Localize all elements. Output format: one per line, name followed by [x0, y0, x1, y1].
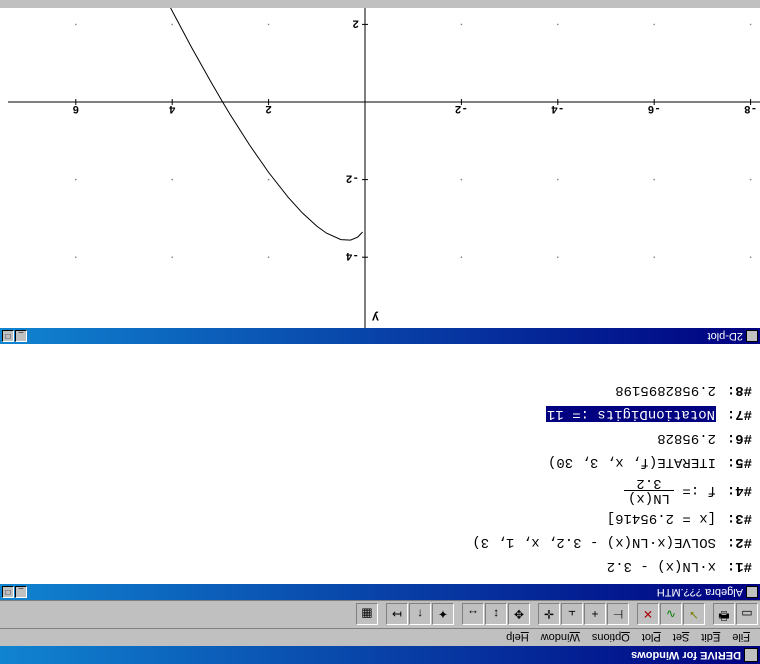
- algebra-window: Algebra ???.MTH _ □ #1:x·LN(x) - 3.2#2:S…: [0, 344, 760, 600]
- algebra-title: Algebra ???.MTH: [657, 586, 743, 598]
- plot-window: 2D-plot _ □ -8-6-4-22462468-2-4y: [0, 8, 760, 344]
- tb-zoomin-v-icon[interactable]: ↑: [409, 604, 431, 626]
- algebra-max-button[interactable]: □: [2, 586, 14, 598]
- algebra-row[interactable]: #3:[x = 2.95416]: [8, 506, 752, 530]
- tb-vpan-icon[interactable]: ↕: [485, 604, 507, 626]
- tb-wave-icon[interactable]: ∿: [660, 604, 682, 626]
- app-icon: [744, 648, 758, 662]
- plot-icon: [746, 330, 758, 342]
- svg-text:-2: -2: [346, 172, 359, 184]
- tb-xaxis-icon[interactable]: ⫠: [561, 604, 583, 626]
- tb-zoom-h-icon[interactable]: ↦: [386, 604, 408, 626]
- tb-delwave-icon[interactable]: ✕: [637, 604, 659, 626]
- svg-text:2: 2: [352, 16, 359, 28]
- menu-options[interactable]: Options: [586, 632, 636, 644]
- plot-titlebar: 2D-plot _ □: [0, 328, 760, 344]
- menu-window[interactable]: Window: [535, 632, 586, 644]
- tb-pan-icon[interactable]: ✥: [508, 604, 530, 626]
- tb-hpan-icon[interactable]: ↔: [462, 604, 484, 626]
- tb-grid-icon[interactable]: ▦: [356, 604, 378, 626]
- svg-text:y: y: [372, 310, 379, 324]
- algebra-min-button[interactable]: _: [15, 586, 27, 598]
- menu-plot[interactable]: Plot: [636, 632, 667, 644]
- tb-zoomout-icon[interactable]: ✦: [432, 604, 454, 626]
- menu-edit[interactable]: Edit: [695, 632, 726, 644]
- menu-help[interactable]: Help: [500, 632, 535, 644]
- plot-max-button[interactable]: □: [2, 330, 14, 342]
- tb-center-icon[interactable]: +: [584, 604, 606, 626]
- algebra-row[interactable]: #4:f := LN(x)3.2: [8, 474, 752, 506]
- tb-cursor-icon[interactable]: ⭨: [683, 604, 705, 626]
- plot-area[interactable]: -8-6-4-22462468-2-4y: [0, 8, 760, 328]
- plot-min-button[interactable]: _: [15, 330, 27, 342]
- toolbar: ▭ 🖶 ⭨ ∿ ✕ ⊢ + ⫠ ✛ ✥ ↕ ↔ ✦ ↑ ↦ ▦: [0, 600, 760, 628]
- app-title: DERIVE for Windows: [631, 649, 741, 661]
- tb-both-icon[interactable]: ✛: [538, 604, 560, 626]
- algebra-row[interactable]: #8:2.9582895198: [8, 378, 752, 402]
- menu-set[interactable]: Set: [667, 632, 696, 644]
- menubar: File Edit Set Plot Options Window Help: [0, 628, 760, 646]
- algebra-row[interactable]: #1:x·LN(x) - 3.2: [8, 554, 752, 578]
- svg-text:-4: -4: [345, 249, 359, 261]
- tb-new-icon[interactable]: ▭: [736, 604, 758, 626]
- algebra-row[interactable]: #7:NotationDigits := 11: [8, 402, 752, 426]
- plot-title: 2D-plot: [708, 330, 743, 342]
- algebra-body: #1:x·LN(x) - 3.2#2:SOLVE(x·LN(x) - 3.2, …: [0, 344, 760, 584]
- menu-file[interactable]: File: [726, 632, 756, 644]
- tb-yaxis-icon[interactable]: ⊢: [607, 604, 629, 626]
- tb-open-icon[interactable]: 🖶: [713, 604, 735, 626]
- algebra-row[interactable]: #5:ITERATE(f, x, 3, 30): [8, 450, 752, 474]
- algebra-row[interactable]: #6:2.95828: [8, 426, 752, 450]
- algebra-row[interactable]: #2:SOLVE(x·LN(x) - 3.2, x, 1, 3): [8, 530, 752, 554]
- algebra-titlebar: Algebra ???.MTH _ □: [0, 584, 760, 600]
- app-titlebar: DERIVE for Windows: [0, 646, 760, 664]
- algebra-icon: [746, 586, 758, 598]
